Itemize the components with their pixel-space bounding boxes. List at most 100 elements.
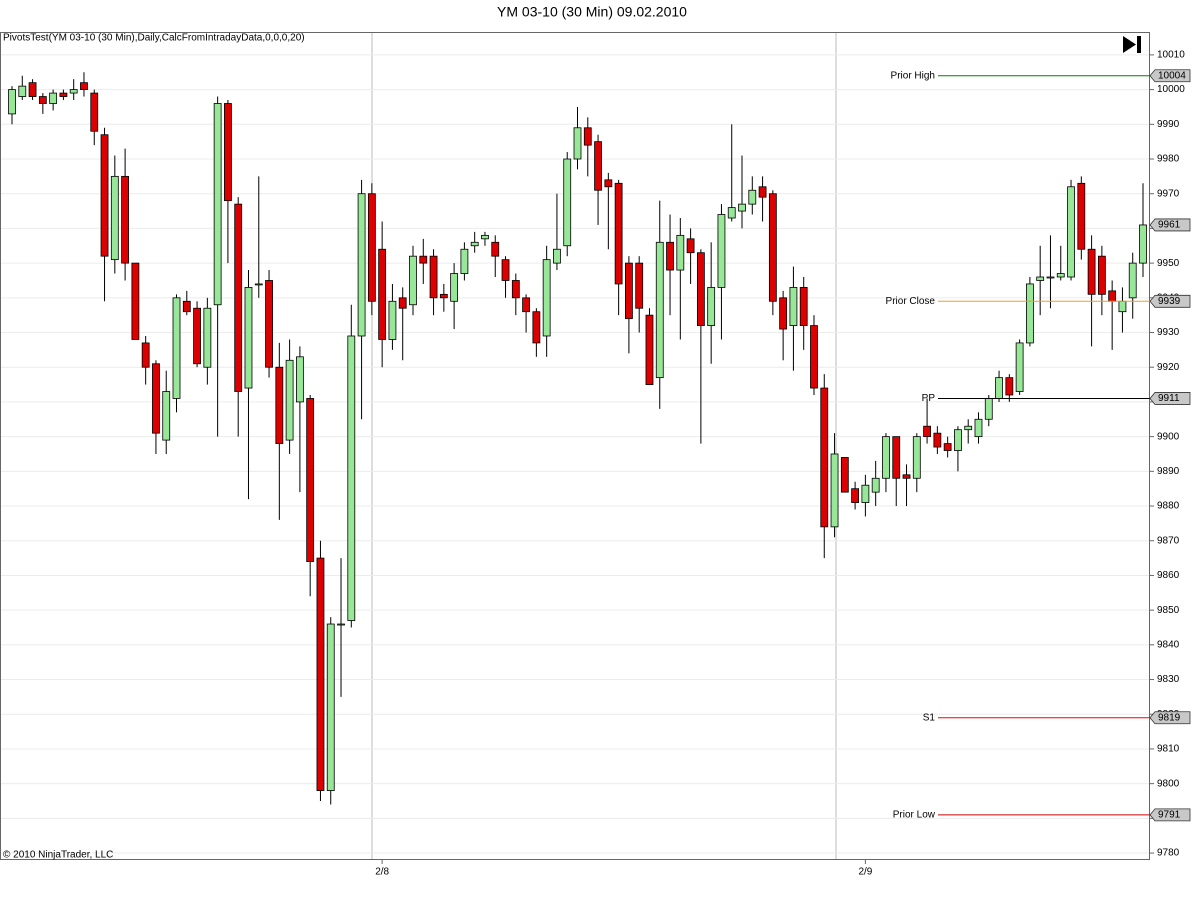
candle-body [275,366,284,444]
candle-body [193,307,201,365]
candle-body [645,314,654,385]
y-tick-label: 9980 [1157,154,1180,165]
candle-body [923,425,931,438]
y-tick-label: 9890 [1157,466,1180,477]
price-marker [1149,392,1191,405]
candle-body [1015,342,1024,392]
candle-body [892,436,901,479]
y-tick-label: 10010 [1157,50,1185,61]
candle-body [768,193,777,302]
y-tick-label: 9920 [1157,362,1180,373]
chart-title: YM 03-10 (30 Min) 09.02.2010 [497,4,687,20]
candle-body [409,255,417,306]
candle-body [1067,186,1075,278]
candle-body [995,377,1003,399]
y-tick-label: 9950 [1157,258,1180,269]
candle-body [429,255,438,299]
indicator-label: PivotsTest(YM 03-10 (30 Min),Daily,CalcF… [3,33,305,44]
candle-body [789,287,798,326]
candle-body [707,287,716,326]
y-tick-label: 9850 [1157,605,1180,616]
end-bar[interactable] [1137,36,1141,53]
candle-body [131,262,140,340]
y-tick-label: 9870 [1157,535,1180,546]
candle-body [501,259,510,281]
candle-body [779,297,788,330]
candle-body [439,293,448,299]
candle-body [337,623,345,626]
candle-body [738,203,746,212]
candle-body [460,248,469,274]
candle-body [367,193,376,302]
candle-body [285,359,294,441]
candle-body [882,436,890,479]
candle-body [820,387,829,528]
candle-body [28,82,37,97]
price-marker-label: 9791 [1158,810,1181,821]
price-marker-label: 9819 [1158,712,1181,723]
price-marker-label: 9939 [1158,296,1181,307]
level-label: Prior Close [886,296,936,307]
y-tick-label: 9900 [1157,431,1180,442]
candle-body [912,436,921,479]
candle-body [594,141,602,191]
candle-body [234,203,243,392]
candle-body [110,175,119,261]
candle-body [1128,262,1137,299]
candle-body [902,474,911,479]
candle-body [666,241,674,271]
candle-body [254,283,263,286]
candle-body [542,259,551,337]
candle-body [162,391,171,441]
candle-body [974,418,983,438]
candle-body [470,241,479,247]
candle-body [1036,276,1045,281]
y-tick-label: 9830 [1157,674,1180,685]
candle-body [398,297,407,309]
y-tick-label: 9880 [1157,501,1180,512]
y-tick-label: 10000 [1157,84,1185,95]
candle-body [1108,290,1117,302]
candle-body [1077,182,1086,250]
candle-body [511,280,520,299]
candle-body [419,255,428,264]
candle-body [748,189,757,205]
plot-border [0,32,1150,860]
candle-body [18,85,27,97]
plot [1,54,1150,854]
x-tick-label: 2/8 [375,867,389,878]
candle-body [172,297,181,399]
candle-body [306,398,315,562]
candle-body [141,342,150,368]
candle-body [38,96,47,104]
price-marker [1149,294,1191,308]
candle-body [326,623,335,791]
candle-body [522,297,530,313]
level-label: Prior Low [893,810,936,821]
candle-body [316,557,325,791]
candle-body [635,262,644,309]
candle-body [224,103,232,202]
play-icon[interactable] [1123,36,1136,53]
candle-body [799,287,808,326]
candle-body [532,311,541,344]
candle-body [90,92,99,132]
candle-body [727,207,736,219]
scroll-end-icon[interactable] [1123,36,1141,53]
candle-body [388,300,397,340]
candle-body [244,287,253,389]
candle-body [573,127,582,160]
x-tick-label: 2/9 [858,867,872,878]
candle-body [676,234,685,271]
candle-body [758,186,767,198]
candle-body [1056,273,1065,278]
candle-body [1046,276,1055,279]
candle-body [984,398,993,420]
candle-body [265,280,273,368]
candle-body [696,252,705,326]
candle-body [1097,255,1106,295]
candle-body [49,92,58,104]
candle-body [347,335,356,621]
candle-body [152,363,160,434]
candle-body [964,425,973,431]
